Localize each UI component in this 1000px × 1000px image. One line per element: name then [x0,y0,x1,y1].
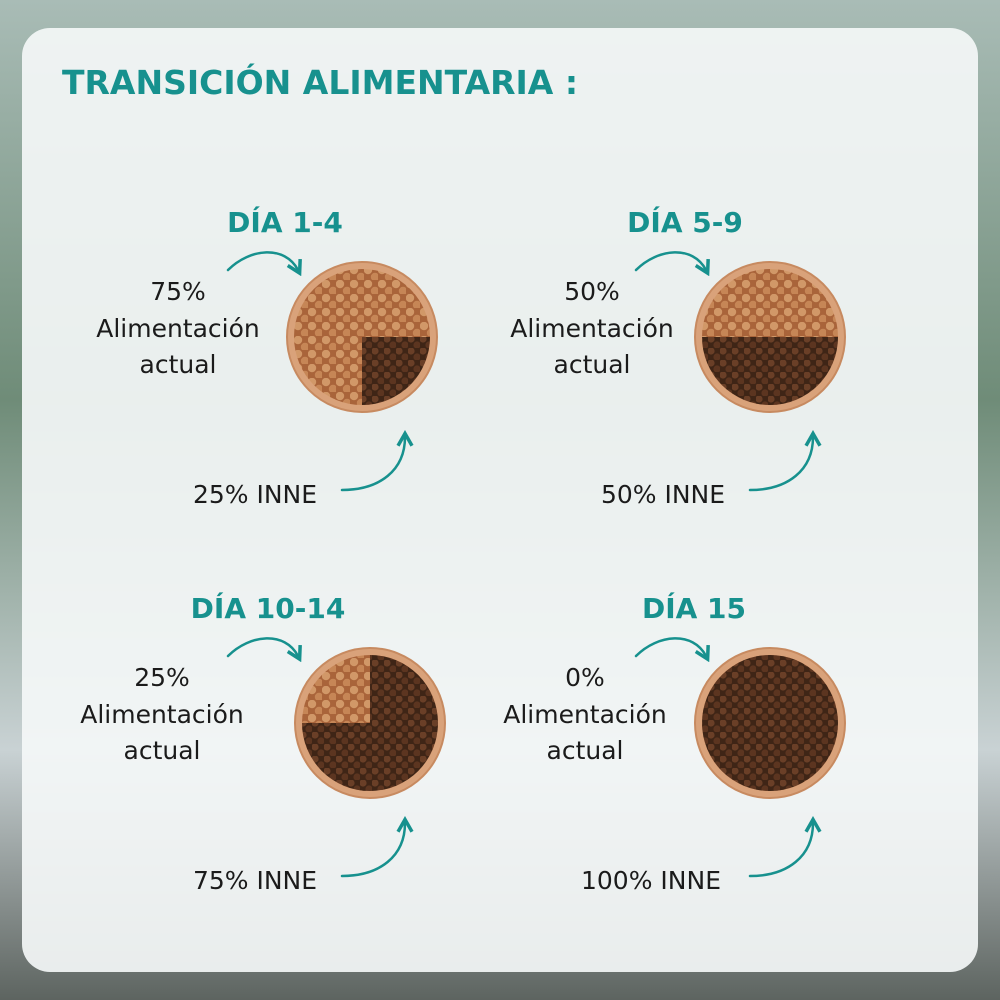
current-pct: 0% [565,663,605,692]
inne-label: 25% INNE [193,480,317,509]
current-label: Alimentación [503,700,667,729]
current-label: actual [124,736,201,765]
title: TRANSICIÓN ALIMENTARIA : [62,62,578,102]
current-label: actual [554,350,631,379]
day-label: DÍA 15 [642,591,746,625]
inne-label: 50% INNE [601,480,725,509]
kibble-inne [362,337,430,405]
panel: DÍA 1-4 75% Alimentación actual 25% INNE [96,205,438,509]
kibble-inne [702,655,838,791]
arrow [340,823,405,878]
kibble-inne [302,655,438,791]
arrow [634,637,706,656]
current-pct: 50% [564,277,620,306]
day-label: DÍA 10-14 [191,591,346,625]
current-label: Alimentación [510,314,674,343]
arrow [226,251,298,270]
kibble-inne [702,337,838,405]
panel: DÍA 15 0% Alimentación actual 100% INNE [503,591,846,895]
arrow [226,637,298,656]
arrow [634,251,706,270]
current-label: Alimentación [80,700,244,729]
arrow [748,437,813,492]
panel: DÍA 10-14 25% Alimentación actual 75% INNE [80,591,446,895]
inne-label: 100% INNE [581,866,721,895]
current-label: actual [140,350,217,379]
arrow [748,823,813,878]
arrow [340,437,405,492]
current-label: Alimentación [96,314,260,343]
day-label: DÍA 5-9 [627,205,743,239]
current-pct: 25% [134,663,190,692]
card [22,28,978,972]
panel: DÍA 5-9 50% Alimentación actual 50% INNE [510,205,846,509]
day-label: DÍA 1-4 [227,205,343,239]
current-pct: 75% [150,277,206,306]
inne-label: 75% INNE [193,866,317,895]
current-label: actual [547,736,624,765]
